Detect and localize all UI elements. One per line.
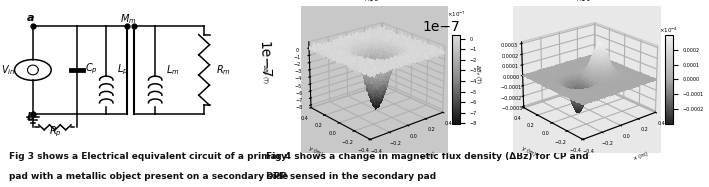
Text: a: a: [27, 13, 34, 23]
Text: Fig 3 shows a Electrical equivalent circuit of a primary: Fig 3 shows a Electrical equivalent circ…: [9, 152, 287, 161]
Title: $\times 10^{-7}$: $\times 10^{-7}$: [362, 0, 386, 5]
Text: Fig 4 shows a change in magnetic flux density (ΔBz) for CP and: Fig 4 shows a change in magnetic flux de…: [266, 152, 588, 161]
Title: $\times 10^{-4}$: $\times 10^{-4}$: [575, 0, 599, 5]
Y-axis label: y (m): y (m): [308, 146, 323, 157]
Text: pad with a metallic object present on a secondary side: pad with a metallic object present on a …: [9, 172, 289, 181]
Text: $L_m$: $L_m$: [166, 63, 180, 77]
Title: $\times 10^{-4}$: $\times 10^{-4}$: [659, 25, 679, 35]
Text: $V_{in}$: $V_{in}$: [1, 63, 16, 77]
Text: $C_p$: $C_p$: [86, 61, 99, 76]
Text: $M_m$: $M_m$: [120, 12, 136, 26]
Text: DPP sensed in the secondary pad: DPP sensed in the secondary pad: [266, 172, 436, 181]
Title: $\times 10^{-7}$: $\times 10^{-7}$: [447, 10, 466, 19]
X-axis label: x (m): x (m): [632, 151, 648, 161]
Text: $R_p$: $R_p$: [48, 125, 61, 139]
Text: $R_m$: $R_m$: [216, 63, 231, 77]
Text: $L_p$: $L_p$: [117, 63, 129, 77]
Y-axis label: y (m): y (m): [521, 146, 536, 157]
X-axis label: x (m): x (m): [420, 151, 435, 161]
Text: b: b: [27, 112, 35, 122]
